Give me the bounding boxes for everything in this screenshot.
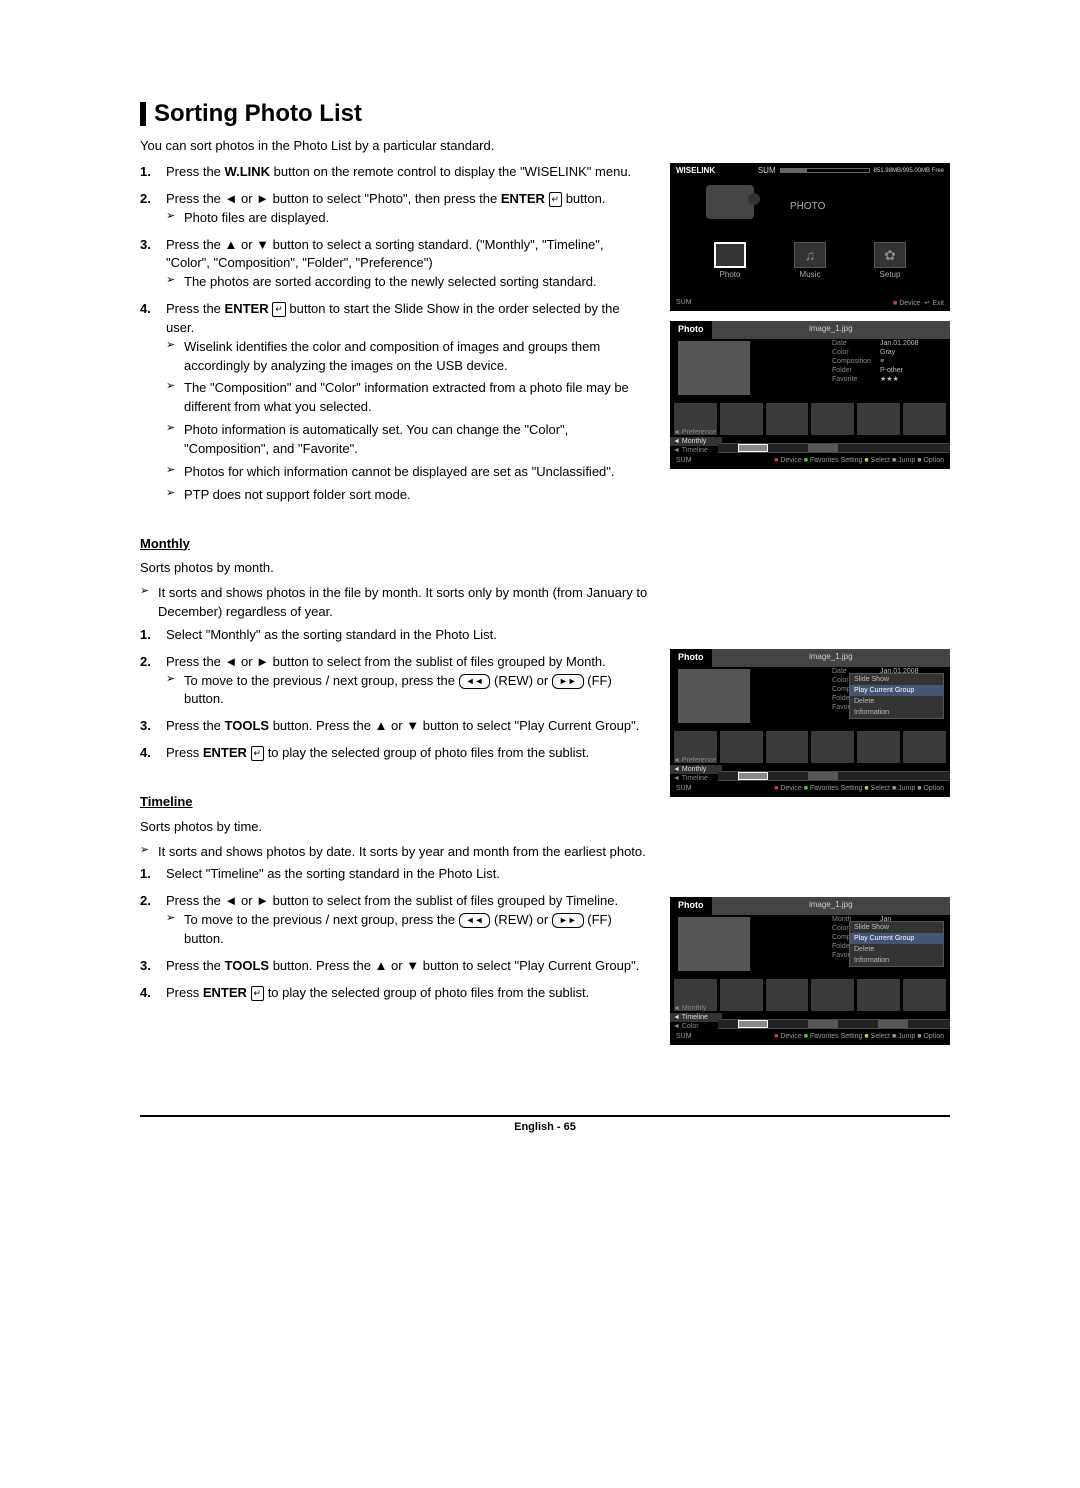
tools-item[interactable]: Delete xyxy=(850,696,943,707)
enter-icon: ↵ xyxy=(251,746,265,761)
step: Press the ▲ or ▼ button to select a sort… xyxy=(166,236,650,293)
filename: image_1.jpg xyxy=(712,321,951,339)
mark-jan[interactable] xyxy=(738,444,768,452)
step: Press the TOOLS button. Press the ▲ or ▼… xyxy=(166,957,650,976)
rew-icon: ◄◄ xyxy=(459,674,491,689)
sub-note: The "Composition" and "Color" informatio… xyxy=(166,379,650,417)
step: Press the TOOLS button. Press the ▲ or ▼… xyxy=(166,717,650,736)
monthly-sub: It sorts and shows photos in the file by… xyxy=(140,584,650,622)
ff-icon: ►► xyxy=(552,674,584,689)
sort-tab[interactable]: ◄ Preference xyxy=(670,428,722,437)
intro-text: You can sort photos in the Photo List by… xyxy=(140,138,950,153)
tools-item[interactable]: Information xyxy=(850,955,943,966)
tools-item[interactable]: Information xyxy=(850,707,943,718)
page-title: Sorting Photo List xyxy=(154,100,362,128)
section-monthly-intro: Sorts photos by month. xyxy=(140,559,650,578)
rew-icon: ◄◄ xyxy=(459,913,491,928)
menu-music[interactable]: ♫Music xyxy=(794,242,826,279)
enter-icon: ↵ xyxy=(549,192,563,207)
storage-bar xyxy=(780,168,870,173)
section-timeline-title: Timeline xyxy=(140,793,650,812)
sub-note: Wiselink identifies the color and compos… xyxy=(166,338,650,376)
step: Press ENTER ↵ to play the selected group… xyxy=(166,744,650,763)
sub-note: PTP does not support folder sort mode. xyxy=(166,486,650,505)
sort-tab[interactable]: ◄ Monthly xyxy=(670,1004,722,1013)
sub-note: Photo files are displayed. xyxy=(166,209,650,228)
step: Select "Monthly" as the sorting standard… xyxy=(166,626,650,645)
tools-item[interactable]: Play Current Group xyxy=(850,933,943,944)
enter-icon: ↵ xyxy=(272,302,286,317)
sort-tab[interactable]: ◄ Preference xyxy=(670,756,722,765)
step: Press the ◄ or ► button to select "Photo… xyxy=(166,190,650,228)
main-thumb xyxy=(678,669,750,723)
ss1-title: WISELINK xyxy=(676,166,715,175)
section-monthly-title: Monthly xyxy=(140,535,650,554)
main-thumb xyxy=(678,341,750,395)
rewff-note: To move to the previous / next group, pr… xyxy=(166,672,650,710)
screenshot-timeline-tools: Photoimage_1.jpg MonthJanColorGrayCompos… xyxy=(670,897,950,1045)
menu-photo[interactable]: Photo xyxy=(714,242,746,279)
step: Press the W.LINK button on the remote co… xyxy=(166,163,650,182)
ss1-sum: SUM xyxy=(758,166,776,175)
ff-icon: ►► xyxy=(552,913,584,928)
section-timeline-intro: Sorts photos by time. xyxy=(140,818,650,837)
menu-setup[interactable]: ✿Setup xyxy=(874,242,906,279)
screenshot-monthly-tools: Photoimage_1.jpg DateJan.01.2008ColorGra… xyxy=(670,649,950,797)
sub-note: Photo information is automatically set. … xyxy=(166,421,650,459)
step: Press ENTER ↵ to play the selected group… xyxy=(166,984,650,1003)
photo-label: PHOTO xyxy=(790,201,825,212)
step: Press the ◄ or ► button to select from t… xyxy=(166,892,650,949)
tools-item[interactable]: Slide Show xyxy=(850,674,943,685)
sub-note: The photos are sorted according to the n… xyxy=(166,273,650,292)
timeline-sub: It sorts and shows photos by date. It so… xyxy=(140,843,650,862)
screenshot-wiselink: WISELINK SUM 851.98MB/995.00MB Free PHOTO… xyxy=(670,163,950,311)
step: Select "Timeline" as the sorting standar… xyxy=(166,865,650,884)
tools-item[interactable]: Play Current Group xyxy=(850,685,943,696)
tab-photo: Photo xyxy=(670,321,712,339)
page-footer: English - 65 xyxy=(514,1121,576,1133)
title-bar xyxy=(140,102,146,126)
enter-icon: ↵ xyxy=(251,986,265,1001)
camera-icon xyxy=(706,185,754,219)
tools-item[interactable]: Delete xyxy=(850,944,943,955)
mark-nov[interactable] xyxy=(808,444,838,452)
screenshot-photo-list: Photoimage_1.jpg DateJan.01.2008ColorGra… xyxy=(670,321,950,469)
ss1-free: 851.98MB/995.00MB Free xyxy=(874,168,944,174)
sub-note: Photos for which information cannot be d… xyxy=(166,463,650,482)
step: Press the ENTER ↵ button to start the Sl… xyxy=(166,300,650,504)
rewff-note: To move to the previous / next group, pr… xyxy=(166,911,650,949)
tools-item[interactable]: Slide Show xyxy=(850,922,943,933)
main-thumb xyxy=(678,917,750,971)
step: Press the ◄ or ► button to select from t… xyxy=(166,653,650,710)
